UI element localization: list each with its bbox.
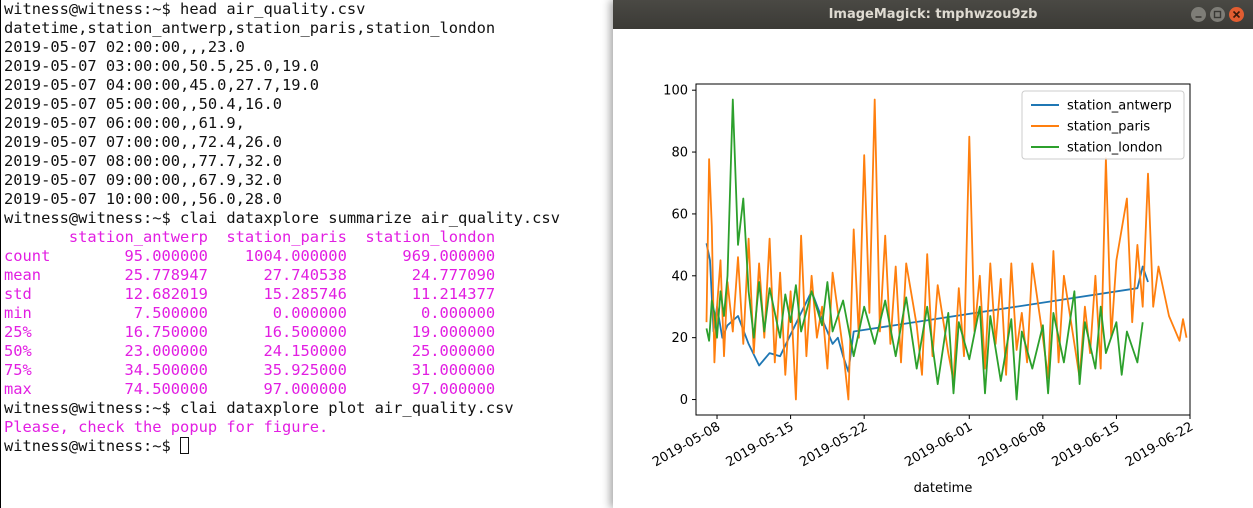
x-tick-label: 2019-06-08 xyxy=(976,419,1049,470)
summary-row-mean: mean 25.778947 27.740538 24.777090 xyxy=(4,266,496,284)
legend-entry: station_paris xyxy=(1067,120,1150,135)
legend: station_antwerp station_paris station_lond… xyxy=(1021,90,1185,160)
x-tick-label: 2019-06-01 xyxy=(902,419,975,470)
summary-row-count: count 95.000000 1004.000000 969.000000 xyxy=(4,247,496,265)
y-axis: 0 20 40 60 80 100 xyxy=(663,84,696,408)
window-titlebar[interactable]: ImageMagick: tmphwzou9zb xyxy=(613,0,1253,29)
x-tick-label: 2019-06-15 xyxy=(1049,419,1122,470)
x-tick-label: 2019-06-22 xyxy=(1123,419,1196,470)
terminal-line: 2019-05-07 05:00:00,,50.4,16.0 xyxy=(4,95,282,113)
terminal-line: 2019-05-07 02:00:00,,,23.0 xyxy=(4,38,245,56)
maximize-button[interactable] xyxy=(1210,7,1225,22)
y-tick-label: 60 xyxy=(671,207,688,222)
terminal-border xyxy=(0,0,1,508)
summary-row-50pct: 50% 23.000000 24.150000 25.000000 xyxy=(4,342,496,360)
legend-box xyxy=(1021,90,1185,160)
terminal-line: witness@witness:~$ clai dataxplore summa… xyxy=(4,209,560,227)
legend-entry: station_antwerp xyxy=(1067,99,1172,114)
summary-row-std: std 12.682019 15.285746 11.214377 xyxy=(4,285,496,303)
y-tick-label: 20 xyxy=(671,331,688,346)
x-axis-label: datetime xyxy=(914,481,973,496)
summary-row-25pct: 25% 16.750000 16.500000 19.000000 xyxy=(4,323,496,341)
series-line-station_antwerp xyxy=(705,243,1149,373)
terminal-line: 2019-05-07 09:00:00,,67.9,32.0 xyxy=(4,171,282,189)
terminal-line: witness@witness:~$ head air_quality.csv xyxy=(4,0,366,18)
series-layer xyxy=(705,98,1188,401)
legend-entry: station_london xyxy=(1067,141,1163,156)
x-tick-label: 2019-05-15 xyxy=(724,419,797,470)
terminal-prompt-line[interactable]: witness@witness:~$ xyxy=(4,437,190,456)
terminal-message: Please, check the popup for figure. xyxy=(4,418,329,436)
y-tick-label: 0 xyxy=(680,393,688,408)
window-title: ImageMagick: tmphwzou9zb xyxy=(828,7,1038,22)
x-axis: 2019-05-08 2019-05-15 2019-05-22 2019-06-01… xyxy=(650,415,1196,470)
terminal-line: datetime,station_antwerp,station_paris,s… xyxy=(4,19,496,37)
terminal-line: 2019-05-07 07:00:00,,72.4,26.0 xyxy=(4,133,282,151)
minimize-button[interactable] xyxy=(1191,7,1206,22)
y-tick-label: 100 xyxy=(663,84,688,99)
y-tick-label: 40 xyxy=(671,269,688,284)
x-tick-label: 2019-05-08 xyxy=(650,419,723,470)
summary-header-row: station_antwerp station_paris station_lo… xyxy=(4,228,496,246)
prompt: witness@witness:~$ xyxy=(4,437,181,455)
text-cursor xyxy=(180,437,190,454)
terminal-line: witness@witness:~$ clai dataxplore plot … xyxy=(4,399,514,417)
close-button[interactable] xyxy=(1229,7,1244,22)
summary-row-75pct: 75% 34.500000 35.925000 31.000000 xyxy=(4,361,496,379)
line-chart: 0 20 40 60 80 100 2019-05-08 2019-05-15 2019-05… xyxy=(650,83,1196,496)
x-tick-label: 2019-05-22 xyxy=(797,419,870,470)
close-icon xyxy=(1232,10,1241,19)
series-line-station_london xyxy=(705,98,1144,401)
maximize-icon xyxy=(1213,10,1222,19)
summary-row-max: max 74.500000 97.000000 97.000000 xyxy=(4,380,496,398)
axes-frame xyxy=(695,83,1191,416)
terminal-line: 2019-05-07 04:00:00,45.0,27.7,19.0 xyxy=(4,76,320,94)
imagemagick-window[interactable]: ImageMagick: tmphwzou9zb 0 20 40 60 80 100 20… xyxy=(613,0,1253,508)
y-tick-label: 80 xyxy=(671,146,688,161)
summary-row-min: min 7.500000 0.000000 0.000000 xyxy=(4,304,496,322)
terminal-line: 2019-05-07 08:00:00,,77.7,32.0 xyxy=(4,152,282,170)
minimize-icon xyxy=(1195,16,1202,18)
terminal-line: 2019-05-07 10:00:00,,56.0,28.0 xyxy=(4,190,282,208)
series-line-station_paris xyxy=(705,98,1188,401)
terminal-line: 2019-05-07 03:00:00,50.5,25.0,19.0 xyxy=(4,57,320,75)
terminal-line: 2019-05-07 06:00:00,,61.9, xyxy=(4,114,245,132)
